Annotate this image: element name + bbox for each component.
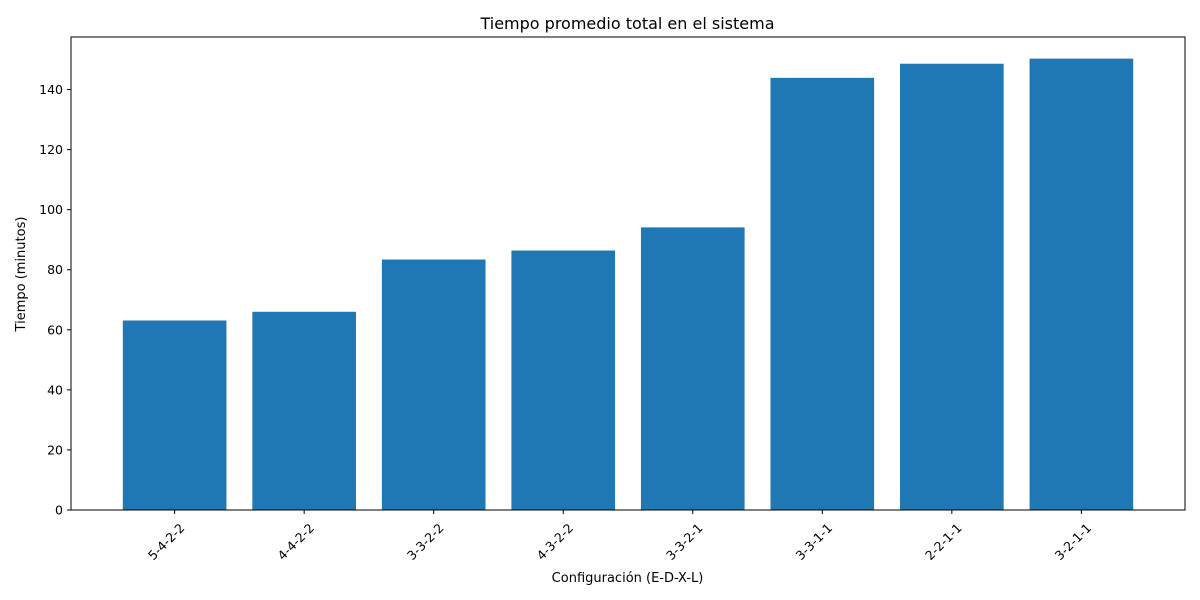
y-tick-label: 0	[55, 503, 63, 518]
y-tick-label: 20	[47, 442, 63, 457]
bar-3-3-1-1	[770, 77, 875, 511]
bar-3-2-1-1	[1029, 58, 1134, 510]
bar-4-3-2-2	[511, 250, 616, 511]
y-tick-label: 100	[39, 202, 63, 217]
bar-3-3-2-1	[640, 227, 745, 510]
y-tick-label: 40	[47, 382, 63, 397]
chart-title: Tiempo promedio total en el sistema	[479, 14, 774, 33]
y-tick-label: 140	[39, 82, 63, 97]
bars-group	[122, 58, 1134, 511]
y-tick-label: 120	[39, 142, 63, 157]
bar-3-3-2-2	[381, 259, 486, 510]
bar-5-4-2-2	[122, 320, 227, 510]
y-axis-label: Tiempo (minutos)	[14, 217, 29, 333]
bar-4-4-2-2	[252, 311, 356, 510]
x-axis-label: Configuración (E-D-X-L)	[552, 571, 704, 586]
y-tick-label: 80	[47, 262, 63, 277]
y-tick-label: 60	[47, 322, 63, 337]
y-axis-ticks: 0 20 40 60 80 100 120 140	[39, 82, 71, 518]
bar-2-2-1-1	[900, 63, 1004, 511]
plot-frame	[70, 36, 1186, 511]
